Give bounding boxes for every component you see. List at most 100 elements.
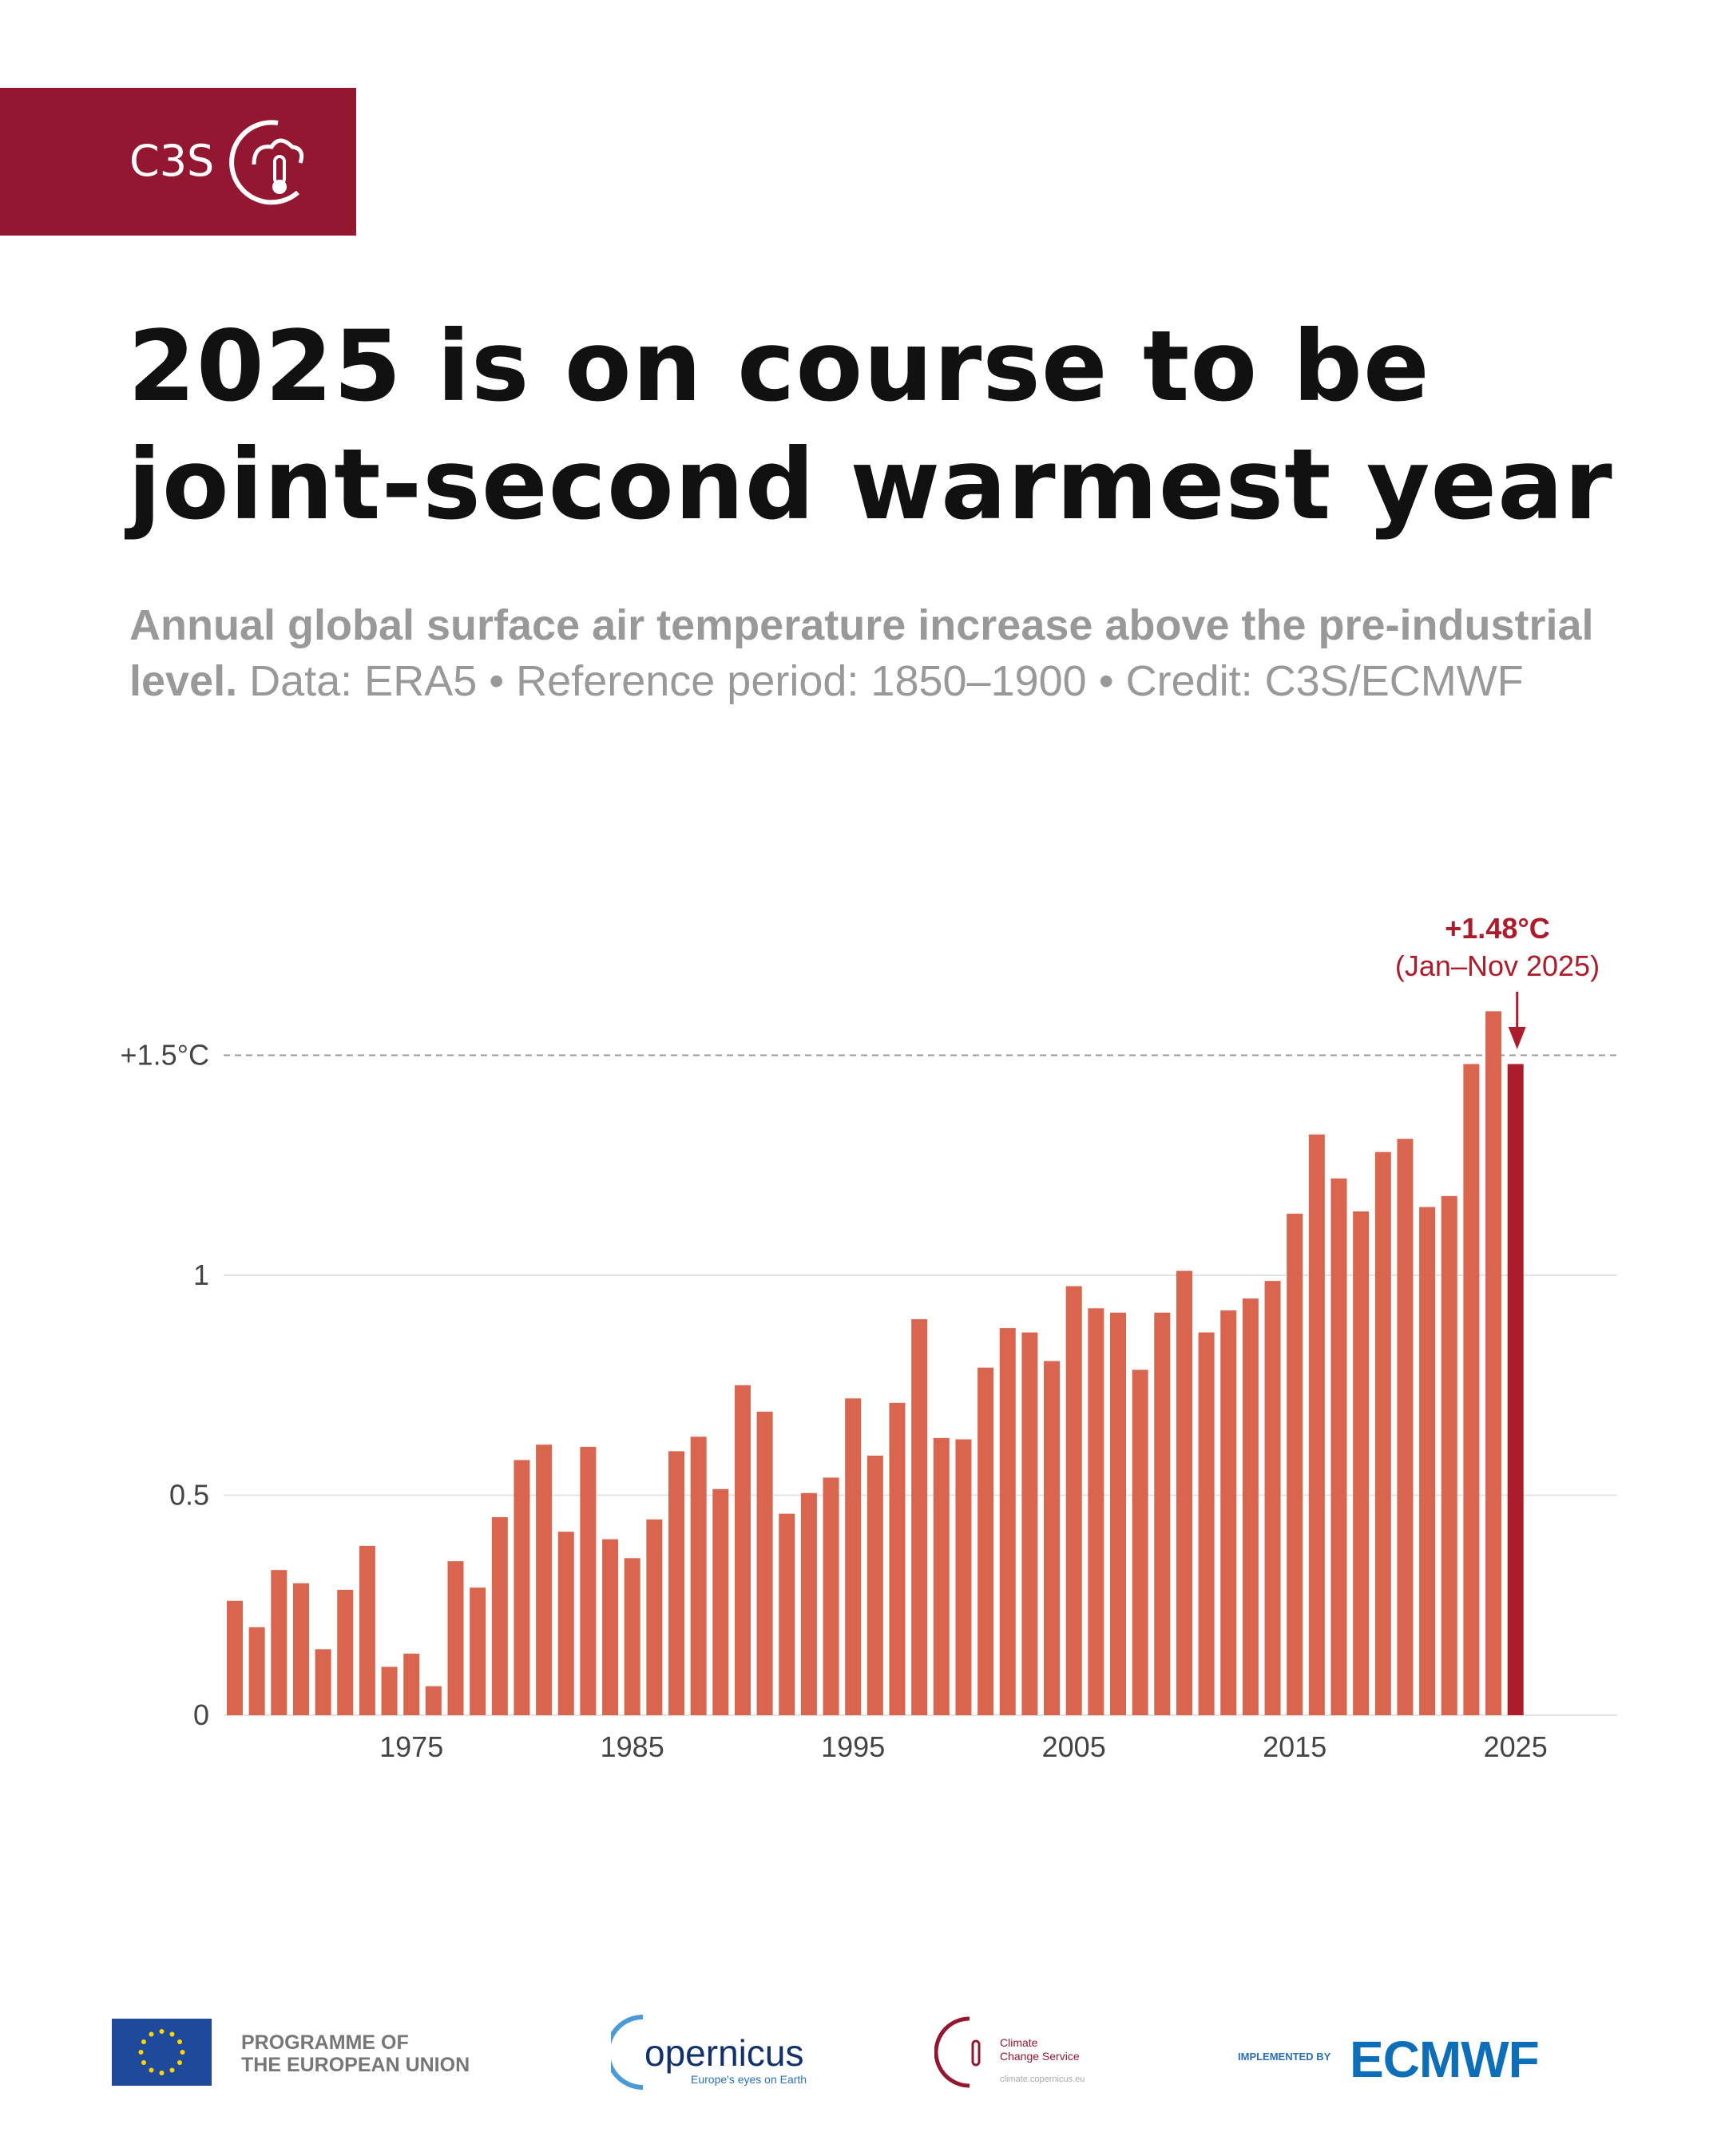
bar-1974 — [381, 1667, 398, 1715]
annotation-arrow-head-icon — [1508, 1027, 1526, 1049]
bar-2010 — [1176, 1270, 1192, 1715]
bar-2009 — [1154, 1312, 1171, 1715]
copernicus-logo: opernicus Europe's eyes on Earth — [611, 2014, 811, 2091]
bar-1969 — [271, 1570, 288, 1715]
bar-1976 — [425, 1686, 442, 1715]
y-tick-label: 0.5 — [169, 1479, 209, 1512]
bar-1988 — [690, 1437, 707, 1715]
bar-1982 — [557, 1532, 574, 1715]
bar-1980 — [514, 1460, 530, 1715]
eu-star-icon — [180, 2050, 185, 2055]
cloud-thermometer-icon — [229, 120, 304, 205]
eu-star-icon — [159, 2029, 165, 2034]
bar-2019 — [1374, 1151, 1391, 1715]
bar-2013 — [1242, 1298, 1259, 1715]
bar-1973 — [359, 1545, 375, 1715]
subtitle-rest: Data: ERA5 • Reference period: 1850–1900… — [237, 657, 1524, 705]
bar-2008 — [1132, 1369, 1148, 1715]
c3s-url: climate.copernicus.eu — [1000, 2075, 1085, 2084]
x-tick-label: 1985 — [601, 1730, 664, 1763]
bar-2002 — [999, 1328, 1016, 1715]
copernicus-text: opernicus — [644, 2032, 804, 2074]
eu-star-icon — [138, 2050, 144, 2055]
title-line-1: 2025 is on course to be — [128, 310, 1430, 423]
c3s-footer-logo: Climate Change Service climate.copernicus… — [934, 2014, 1126, 2091]
eu-star-icon — [141, 2039, 146, 2044]
bar-2016 — [1308, 1134, 1325, 1715]
c3s-header-logo: C3S — [0, 88, 356, 236]
bar-2000 — [955, 1439, 972, 1715]
bar-1986 — [646, 1519, 663, 1715]
bar-1995 — [845, 1398, 862, 1715]
eu-programme-text: PROGRAMME OF THE EUROPEAN UNION — [241, 2031, 470, 2076]
bar-2007 — [1110, 1312, 1126, 1715]
bar-1978 — [470, 1587, 486, 1715]
bar-1990 — [734, 1385, 751, 1715]
x-tick-label: 2005 — [1042, 1730, 1106, 1763]
bar-1989 — [712, 1488, 729, 1715]
eu-star-icon — [169, 2031, 175, 2037]
bar-1992 — [779, 1513, 795, 1715]
x-tick-label: 1995 — [821, 1730, 885, 1763]
brand-text: C3S — [129, 136, 215, 186]
bar-1983 — [580, 1446, 597, 1715]
eu-star-icon — [159, 2071, 165, 2075]
bar-2012 — [1220, 1310, 1237, 1715]
bar-1972 — [337, 1589, 354, 1715]
bar-1971 — [315, 1649, 331, 1715]
copernicus-arc-icon — [611, 2015, 644, 2090]
bar-2022 — [1441, 1195, 1457, 1715]
eu-star-icon — [141, 2060, 146, 2065]
bar-2015 — [1287, 1213, 1303, 1715]
bar-2003 — [1021, 1332, 1038, 1715]
bar-1987 — [668, 1451, 684, 1715]
bar-1994 — [823, 1477, 839, 1715]
page-title: 2025 is on course to be joint-second war… — [128, 307, 1693, 544]
footer-logos: PROGRAMME OF THE EUROPEAN UNION opernicu… — [0, 2012, 1725, 2092]
bar-2017 — [1330, 1178, 1347, 1715]
x-tick-label: 1975 — [379, 1730, 443, 1763]
bar-2001 — [978, 1367, 994, 1715]
threshold-label: +1.5°C — [121, 1039, 209, 1072]
bar-1968 — [248, 1627, 265, 1715]
bar-2023 — [1463, 1064, 1480, 1715]
subtitle-bold: Annual global surface air temperature in… — [129, 601, 1594, 705]
bar-2006 — [1088, 1308, 1104, 1715]
bar-1975 — [403, 1653, 420, 1715]
x-tick-label: 2025 — [1484, 1730, 1548, 1763]
eu-flag-icon — [112, 2019, 212, 2086]
c3s-line-1: Climate — [1000, 2036, 1038, 2049]
bar-1970 — [292, 1583, 309, 1715]
bar-1985 — [624, 1558, 640, 1715]
ecmwf-logo: ECMWF — [1350, 2031, 1540, 2088]
bar-1981 — [536, 1445, 553, 1715]
bar-2004 — [1044, 1361, 1061, 1715]
eu-star-icon — [149, 2067, 154, 2073]
bar-2024 — [1485, 1011, 1502, 1715]
y-tick-label: 0 — [193, 1698, 209, 1731]
bar-1979 — [491, 1517, 508, 1715]
eu-star-icon — [169, 2067, 175, 2073]
eu-star-icon — [177, 2060, 183, 2065]
bar-2020 — [1397, 1139, 1414, 1715]
y-tick-label: 1 — [193, 1258, 209, 1291]
c3s-line-2: Change Service — [1000, 2050, 1080, 2063]
eu-line-1: PROGRAMME OF — [241, 2031, 409, 2054]
title-line-2: joint-second warmest year — [128, 428, 1613, 541]
bar-1996 — [866, 1455, 883, 1715]
implemented-by-text: IMPLEMENTED BY — [1238, 2051, 1331, 2063]
x-tick-label: 2015 — [1263, 1730, 1326, 1763]
bar-2025 — [1507, 1064, 1524, 1715]
bar-1967 — [227, 1600, 243, 1715]
bar-1999 — [933, 1437, 950, 1715]
annotation-value: +1.48°C — [1445, 912, 1549, 945]
bar-2018 — [1353, 1211, 1370, 1715]
eu-line-2: THE EUROPEAN UNION — [241, 2054, 470, 2076]
bar-1997 — [889, 1402, 906, 1715]
bar-2021 — [1419, 1207, 1436, 1715]
c3s-thermometer-icon — [934, 2016, 981, 2088]
bar-chart: 0 0.5 1 +1.5°C 1975 1985 1995 2005 2015 2025 +1.48… — [121, 912, 1617, 1763]
bar-1998 — [911, 1319, 928, 1715]
bar-2011 — [1198, 1332, 1215, 1715]
subtitle: Annual global surface air temperature in… — [129, 597, 1647, 709]
